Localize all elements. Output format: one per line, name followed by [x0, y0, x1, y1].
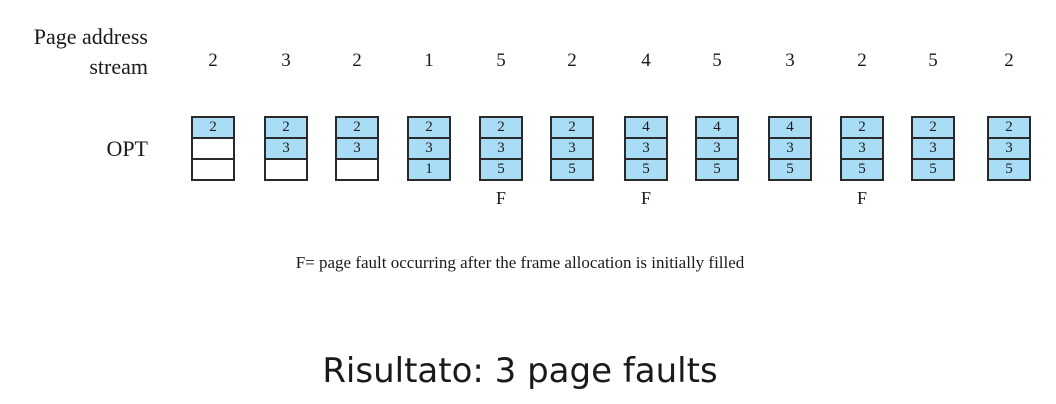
frame-cell: 5: [481, 160, 521, 179]
frame-cell: 5: [770, 160, 810, 179]
frame-column-7: 4 3 5: [624, 116, 668, 181]
reference-7: 4: [641, 50, 651, 71]
frame-cell: 3: [913, 139, 953, 158]
frame-cell: 5: [842, 160, 882, 179]
reference-6: 2: [567, 50, 577, 71]
reference-1: 2: [208, 50, 218, 71]
frame-column-11: 2 3 5: [911, 116, 955, 181]
frame-cell: 2: [913, 118, 953, 137]
frame-cell: 1: [409, 160, 449, 179]
reference-12: 2: [1004, 50, 1014, 71]
frame-cell: 3: [770, 139, 810, 158]
reference-11: 5: [928, 50, 938, 71]
reference-10: 2: [857, 50, 867, 71]
frame-cell: 2: [989, 118, 1029, 137]
reference-3: 2: [352, 50, 362, 71]
frame-column-9: 4 3 5: [768, 116, 812, 181]
frame-column-10: 2 3 5: [840, 116, 884, 181]
frame-cell: [193, 139, 233, 158]
frame-cell: 3: [842, 139, 882, 158]
frame-cell: [337, 160, 377, 179]
frame-cell: 2: [842, 118, 882, 137]
frame-column-8: 4 3 5: [695, 116, 739, 181]
frame-cell: [193, 160, 233, 179]
page-fault-marker: F: [495, 188, 506, 208]
reference-5: 5: [496, 50, 506, 71]
frame-cell: 4: [626, 118, 666, 137]
frame-column-4: 2 3 1: [407, 116, 451, 181]
frame-cell: 2: [266, 118, 306, 137]
frame-cell: 3: [266, 139, 306, 158]
frame-column-5: 2 3 5: [479, 116, 523, 181]
frame-cell: 2: [193, 118, 233, 137]
frame-cell: 2: [481, 118, 521, 137]
frame-cell: [266, 160, 306, 179]
frame-column-6: 2 3 5: [550, 116, 594, 181]
frame-cell: 3: [481, 139, 521, 158]
page-fault-marker: F: [856, 188, 867, 208]
page-fault-marker: F: [640, 188, 651, 208]
frame-column-12: 2 3 5: [987, 116, 1031, 181]
frame-cell: 4: [697, 118, 737, 137]
frame-cell: 5: [626, 160, 666, 179]
reference-9: 3: [785, 50, 795, 71]
reference-2: 3: [281, 50, 291, 71]
frame-cell: 3: [697, 139, 737, 158]
frame-cell: 3: [409, 139, 449, 158]
page-address-stream-label: Page address stream: [33, 24, 148, 79]
reference-4: 1: [424, 50, 434, 71]
reference-8: 5: [712, 50, 722, 71]
footnote: F= page fault occurring after the frame …: [295, 253, 745, 272]
frame-cell: 5: [697, 160, 737, 179]
frame-cell: 5: [913, 160, 953, 179]
frame-cell: 5: [552, 160, 592, 179]
result-text: Risultato: 3 page faults: [322, 351, 718, 391]
frame-column-1: 2: [191, 116, 235, 181]
frame-cell: 2: [409, 118, 449, 137]
frame-cell: 3: [626, 139, 666, 158]
frame-cell: 5: [989, 160, 1029, 179]
frame-cell: 3: [989, 139, 1029, 158]
frame-cell: 2: [552, 118, 592, 137]
frame-cell: 3: [337, 139, 377, 158]
frame-cell: 3: [552, 139, 592, 158]
frame-cell: 4: [770, 118, 810, 137]
opt-label: OPT: [106, 136, 148, 161]
frame-cell: 2: [337, 118, 377, 137]
